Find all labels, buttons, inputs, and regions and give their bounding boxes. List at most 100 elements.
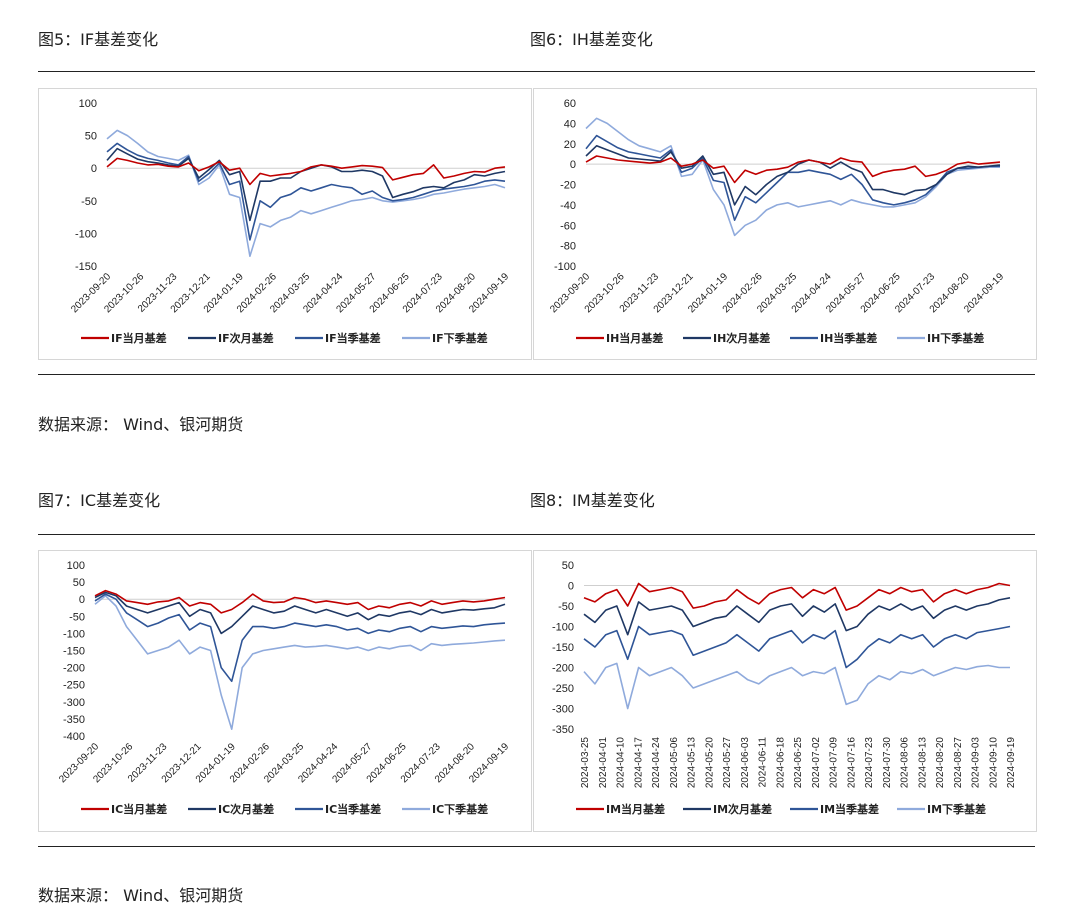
- legend-label: IC当季基差: [325, 802, 381, 816]
- x-tick-label: 2024-06-03: [740, 737, 751, 789]
- y-tick-label: -200: [63, 663, 85, 675]
- series-line-1: [94, 589, 506, 614]
- series-line-4: [106, 129, 506, 257]
- y-tick-label: -50: [69, 611, 85, 623]
- series-line-1: [583, 582, 1011, 611]
- chart-ic: 100500-50-100-150-200-250-300-350-400202…: [57, 560, 511, 816]
- x-tick-label: 2024-07-09: [829, 737, 840, 789]
- series-line-3: [583, 625, 1011, 669]
- x-tick-label: 2024-07-16: [846, 737, 857, 789]
- x-tick-label: 2024-03-25: [580, 737, 591, 789]
- bottom-rule: [38, 846, 1035, 847]
- x-tick-label: 2024-08-06: [900, 737, 911, 789]
- y-tick-label: -350: [63, 714, 85, 726]
- series-line-2: [94, 591, 506, 635]
- x-tick-label: 2024-06-18: [775, 737, 786, 789]
- legend-label: IM当月基差: [606, 802, 665, 816]
- y-tick-label: -150: [552, 642, 574, 654]
- x-tick-label: 2024-04-10: [616, 737, 627, 789]
- x-tick-label: 2024-06-11: [758, 737, 769, 788]
- legend-label: IH当季基差: [820, 331, 877, 345]
- y-tick-label: 50: [73, 577, 85, 589]
- x-tick-label: 2024-05-06: [669, 737, 680, 789]
- series-line-3: [585, 134, 1000, 221]
- x-tick-label: 2024-08-27: [953, 737, 964, 789]
- y-tick-label: 20: [564, 139, 576, 151]
- chart-panel-im: 50 0 -50 -100 -150 -200 -250 -300 -350 2024-03-25…: [533, 550, 1037, 832]
- x-tick-label: 2024-09-19: [1006, 737, 1017, 789]
- y-tick-label: 40: [564, 118, 576, 130]
- chart-im: 50 0 -50 -100 -150 -200 -250 -300 -350 2024-03-25…: [552, 560, 1017, 816]
- legend-label: IH下季基差: [927, 331, 984, 345]
- top-rule-1: [38, 71, 1035, 72]
- y-tick-label: 0: [79, 594, 85, 606]
- series-line-1: [585, 155, 1001, 184]
- y-tick-label: -80: [560, 241, 576, 253]
- chart-panel-ic: 100 50 0 -50 -100 -150 -200 -250 -300 -350 -400 202…: [38, 550, 532, 832]
- source-note-bottom: 数据来源： Wind、银河期货: [38, 886, 244, 905]
- x-tick-label: 2024-09-10: [988, 737, 999, 789]
- y-tick-label: -20: [560, 180, 576, 192]
- x-tick-label: 2024-07-23: [864, 737, 875, 789]
- fig8-caption: 图8：IM基差变化: [530, 491, 655, 510]
- y-tick-label: -350: [552, 724, 574, 736]
- y-tick-label: -200: [552, 663, 574, 675]
- mid-rule: [38, 534, 1035, 535]
- series-line-1: [106, 157, 506, 186]
- y-tick-label: -250: [552, 683, 574, 695]
- y-tick-label: -100: [554, 261, 576, 273]
- series-line-3: [94, 593, 506, 683]
- y-tick-label: 0: [570, 159, 576, 171]
- x-tick-label: 2024-05-27: [722, 737, 733, 789]
- chart-panel-ih: 60 40 20 0 -20 -40 -60 -80 -100 2023-09-20 2023-10…: [533, 88, 1037, 360]
- legend-label: IF当季基差: [325, 331, 381, 345]
- series-line-4: [585, 117, 1000, 237]
- x-tick-label: 2024-07-02: [811, 737, 822, 789]
- y-tick-label: -250: [63, 680, 85, 692]
- legend-label: IH次月基差: [713, 331, 770, 345]
- fig6-caption: 图6：IH基差变化: [530, 30, 653, 49]
- x-tick-label: 2024-04-24: [651, 737, 662, 789]
- chart-if: 100500-50-100-1502023-09-202023-10-26202…: [69, 98, 511, 345]
- fig5-caption: 图5：IF基差变化: [38, 30, 159, 49]
- series-line-2: [583, 597, 1011, 636]
- series-line-2: [106, 147, 506, 222]
- legend-label: IC下季基差: [432, 802, 488, 816]
- y-tick-label: -40: [560, 200, 576, 212]
- chart-panel-if: 100 50 0 -50 -100 -150 2023-09-20 2023-10-26 202…: [38, 88, 532, 360]
- legend-label: IH当月基差: [606, 331, 663, 345]
- chart-ih: 6040200-20-40-60-80-1002023-09-202023-10…: [548, 98, 1006, 345]
- series-line-4: [583, 662, 1010, 710]
- series-line-4: [94, 594, 506, 730]
- y-tick-label: 100: [67, 560, 85, 572]
- y-tick-label: -300: [552, 704, 574, 716]
- y-tick-label: -150: [63, 646, 85, 658]
- x-tick-label: 2024-09-03: [971, 737, 982, 789]
- legend-label: IM次月基差: [713, 802, 772, 816]
- y-tick-label: -60: [560, 220, 576, 232]
- top-rule-2: [38, 374, 1035, 375]
- x-tick-label: 2024-05-13: [687, 737, 698, 789]
- y-tick-label: 50: [85, 131, 97, 143]
- legend-label: IM当季基差: [820, 802, 879, 816]
- y-tick-label: 50: [562, 560, 574, 572]
- x-tick-label: 2024-08-20: [935, 737, 946, 789]
- y-tick-label: -50: [558, 601, 574, 613]
- x-tick-label: 2024-07-30: [882, 737, 893, 789]
- y-tick-label: -150: [75, 261, 97, 273]
- y-tick-label: -50: [81, 196, 97, 208]
- legend-label: IF当月基差: [111, 331, 167, 345]
- x-tick-label: 2024-06-25: [793, 737, 804, 789]
- x-tick-label: 2024-08-13: [917, 737, 928, 789]
- y-tick-label: -100: [63, 628, 85, 640]
- series-line-3: [106, 142, 506, 241]
- x-tick-label: 2024-04-01: [598, 737, 609, 789]
- y-tick-label: 100: [79, 98, 97, 110]
- x-tick-label: 2024-05-20: [704, 737, 715, 789]
- y-tick-label: 60: [564, 98, 576, 110]
- y-tick-label: -100: [552, 622, 574, 634]
- y-tick-label: 0: [568, 581, 574, 593]
- y-tick-label: 0: [91, 163, 97, 175]
- fig7-caption: 图7：IC基差变化: [38, 491, 161, 510]
- legend-label: IF下季基差: [432, 331, 488, 345]
